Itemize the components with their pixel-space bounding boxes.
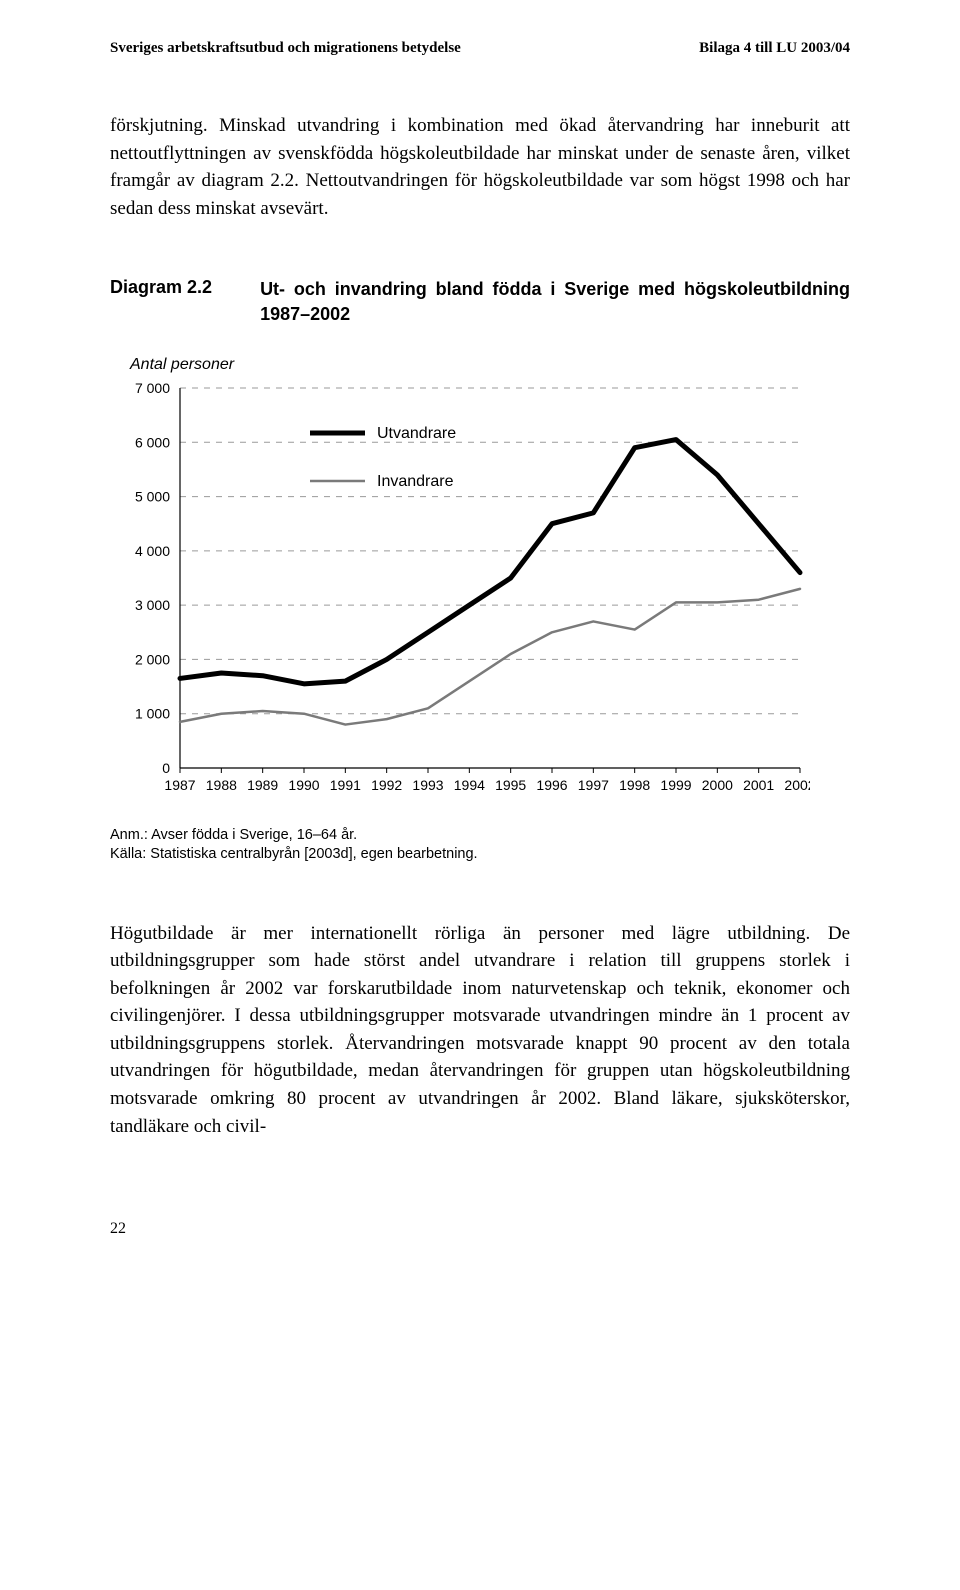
- svg-text:5 000: 5 000: [135, 488, 170, 504]
- svg-text:1990: 1990: [288, 777, 319, 793]
- svg-text:1989: 1989: [247, 777, 278, 793]
- svg-text:6 000: 6 000: [135, 434, 170, 450]
- svg-text:7 000: 7 000: [135, 380, 170, 396]
- header-right: Bilaga 4 till LU 2003/04: [699, 40, 850, 57]
- svg-text:1 000: 1 000: [135, 705, 170, 721]
- diagram-title: Diagram 2.2 Ut- och invandring bland föd…: [110, 277, 850, 327]
- chart-notes: Anm.: Avser födda i Sverige, 16–64 år. K…: [110, 826, 850, 865]
- svg-text:1997: 1997: [578, 777, 609, 793]
- yaxis-title: Antal personer: [130, 356, 850, 374]
- svg-text:2000: 2000: [702, 777, 733, 793]
- svg-text:Utvandrare: Utvandrare: [377, 425, 456, 442]
- chart-svg: 0 1 000 2 000 3 000 4 000 5 000 6 000 7 000 1987…: [110, 378, 810, 808]
- line-chart: 0 1 000 2 000 3 000 4 000 5 000 6 000 7 000 1987…: [110, 378, 850, 808]
- note-line-2: Källa: Statistiska centralbyrån [2003d],…: [110, 845, 850, 865]
- svg-text:1988: 1988: [206, 777, 237, 793]
- diagram-number: Diagram 2.2: [110, 277, 212, 298]
- svg-text:2001: 2001: [743, 777, 774, 793]
- page-number: 22: [110, 1220, 850, 1238]
- svg-text:1999: 1999: [660, 777, 691, 793]
- svg-text:1998: 1998: [619, 777, 650, 793]
- svg-text:2 000: 2 000: [135, 651, 170, 667]
- svg-text:0: 0: [162, 760, 170, 776]
- svg-text:3 000: 3 000: [135, 597, 170, 613]
- svg-text:1994: 1994: [454, 777, 485, 793]
- note-line-1: Anm.: Avser födda i Sverige, 16–64 år.: [110, 826, 850, 846]
- paragraph-2: Högutbildade är mer internationellt rörl…: [110, 920, 850, 1140]
- svg-text:1996: 1996: [536, 777, 567, 793]
- diagram-caption: Ut- och invandring bland födda i Sverige…: [260, 277, 850, 327]
- header-left: Sveriges arbetskraftsutbud och migration…: [110, 40, 461, 57]
- page-header: Sveriges arbetskraftsutbud och migration…: [110, 40, 850, 57]
- svg-text:4 000: 4 000: [135, 542, 170, 558]
- svg-text:1995: 1995: [495, 777, 526, 793]
- paragraph-1: förskjutning. Minskad utvandring i kombi…: [110, 112, 850, 222]
- svg-text:1991: 1991: [330, 777, 361, 793]
- svg-text:1992: 1992: [371, 777, 402, 793]
- svg-text:2002: 2002: [784, 777, 810, 793]
- svg-text:1987: 1987: [164, 777, 195, 793]
- svg-text:Invandrare: Invandrare: [377, 473, 454, 490]
- svg-text:1993: 1993: [412, 777, 443, 793]
